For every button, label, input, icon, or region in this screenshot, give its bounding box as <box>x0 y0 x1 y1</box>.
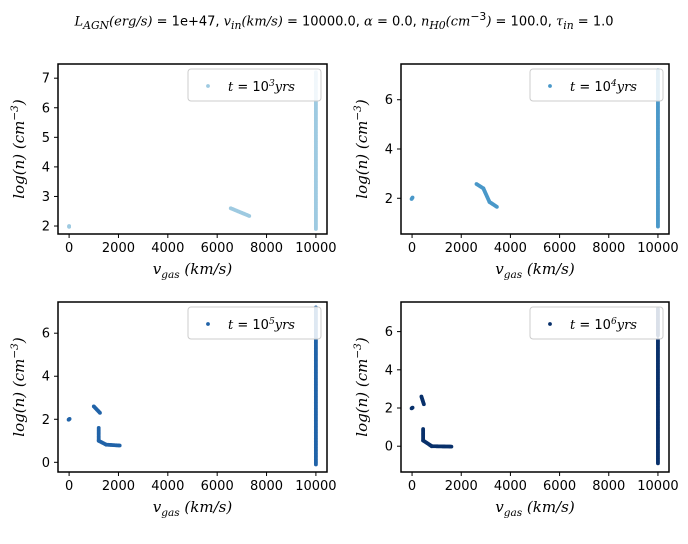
y-tick-label: 4 <box>42 370 50 385</box>
y-axis-label-group: log(n) (cm−3) <box>9 99 28 199</box>
data-point <box>421 402 426 407</box>
x-tick-label: 4000 <box>151 241 184 256</box>
legend-label: t = 105yrs <box>228 317 295 333</box>
x-tick-label: 8000 <box>592 241 625 256</box>
x-tick-label: 2000 <box>102 241 135 256</box>
data-point <box>117 443 122 448</box>
x-tick-label: 0 <box>408 479 416 494</box>
data-point <box>67 224 72 228</box>
y-tick-label: 0 <box>42 456 50 471</box>
x-tick-label: 0 <box>65 479 73 494</box>
y-axis-label: log(n) (cm−3) <box>352 99 371 199</box>
subplot-bottom-right: 0 2000 4000 6000 8000 10000 0 2 4 6 vgas (km/s) log… <box>352 301 679 519</box>
y-axis-label-group: log(n) (cm−3) <box>352 99 371 199</box>
x-tick-label: 10000 <box>295 479 336 494</box>
legend: t = 104yrs <box>529 68 664 102</box>
y-tick-label: 7 <box>42 72 50 87</box>
legend: t = 106yrs <box>529 306 664 340</box>
data-point <box>410 405 415 410</box>
x-axis-label: vgas (km/s) <box>495 498 575 519</box>
y-tick-label: 4 <box>42 160 50 175</box>
legend-label: t = 104yrs <box>570 79 637 95</box>
subplot-bottom-left: 0 2000 4000 6000 8000 10000 0 2 4 6 vgas (km/s) log… <box>9 301 337 519</box>
y-tick-label: 6 <box>42 101 50 116</box>
y-axis-label: log(n) (cm−3) <box>9 337 28 437</box>
x-tick-label: 2000 <box>445 479 478 494</box>
y-axis-label: log(n) (cm−3) <box>352 337 371 437</box>
x-axis-label: vgas (km/s) <box>153 498 233 519</box>
y-tick-label: 4 <box>385 363 393 378</box>
x-tick-label: 10000 <box>637 241 678 256</box>
x-tick-label: 8000 <box>592 479 625 494</box>
data-point <box>494 205 499 209</box>
data-point <box>98 410 102 415</box>
data-point <box>247 214 252 218</box>
y-tick-label: 3 <box>42 190 50 205</box>
legend-box <box>529 306 664 340</box>
y-tick-label: 0 <box>385 440 393 455</box>
data-point <box>449 444 454 449</box>
legend-marker <box>548 322 552 326</box>
legend-label: t = 106yrs <box>570 317 637 333</box>
x-tick-label: 2000 <box>102 479 135 494</box>
x-tick-label: 4000 <box>494 241 527 256</box>
legend-box <box>529 68 664 102</box>
y-tick-label: 2 <box>42 413 50 428</box>
x-tick-label: 10000 <box>637 479 678 494</box>
x-tick-label: 2000 <box>445 241 478 256</box>
subplot-top-right: 0 2000 4000 6000 8000 10000 2 4 6 vgas (km/s) log(… <box>352 63 679 281</box>
x-tick-label: 6000 <box>201 479 234 494</box>
legend: t = 103yrs <box>187 68 322 102</box>
axes-frame <box>57 63 328 235</box>
legend: t = 105yrs <box>187 306 322 340</box>
axes-frame <box>400 301 670 473</box>
legend-box <box>187 68 322 102</box>
legend-box <box>187 306 322 340</box>
subplot-top-left: 0 2000 4000 6000 8000 10000 2 3 4 5 6 7 vgas (km/s) l… <box>9 63 337 281</box>
y-tick-label: 6 <box>385 325 393 340</box>
y-tick-label: 2 <box>385 192 393 207</box>
x-axis-label: vgas (km/s) <box>153 260 233 281</box>
y-tick-label: 6 <box>42 327 50 342</box>
x-tick-label: 8000 <box>250 241 283 256</box>
legend-marker <box>206 322 210 326</box>
x-tick-label: 10000 <box>295 241 336 256</box>
figure-suptitle: LAGN(erg/s) = 1e+47, vin(km/s) = 10000.0… <box>74 10 614 32</box>
x-tick-label: 0 <box>65 241 73 256</box>
x-tick-label: 4000 <box>151 479 184 494</box>
legend-marker <box>206 84 210 88</box>
x-axis-label: vgas (km/s) <box>495 260 575 281</box>
data-point <box>410 195 415 200</box>
axes-frame <box>57 301 328 473</box>
legend-marker <box>548 84 552 88</box>
legend-label: t = 103yrs <box>228 79 295 95</box>
x-tick-label: 6000 <box>543 479 576 494</box>
scatter-series <box>66 305 318 467</box>
y-axis-label-group: log(n) (cm−3) <box>352 337 371 437</box>
y-tick-label: 4 <box>385 143 393 158</box>
y-tick-label: 2 <box>385 402 393 417</box>
x-tick-label: 6000 <box>543 241 576 256</box>
x-tick-label: 4000 <box>494 479 527 494</box>
x-tick-label: 6000 <box>201 241 234 256</box>
x-tick-label: 0 <box>408 241 416 256</box>
y-tick-label: 5 <box>42 131 50 146</box>
y-axis-label-group: log(n) (cm−3) <box>9 337 28 437</box>
data-point <box>67 416 72 421</box>
y-axis-label: log(n) (cm−3) <box>9 99 28 199</box>
y-tick-label: 2 <box>42 220 50 235</box>
x-tick-label: 8000 <box>250 479 283 494</box>
y-tick-label: 6 <box>385 93 393 108</box>
